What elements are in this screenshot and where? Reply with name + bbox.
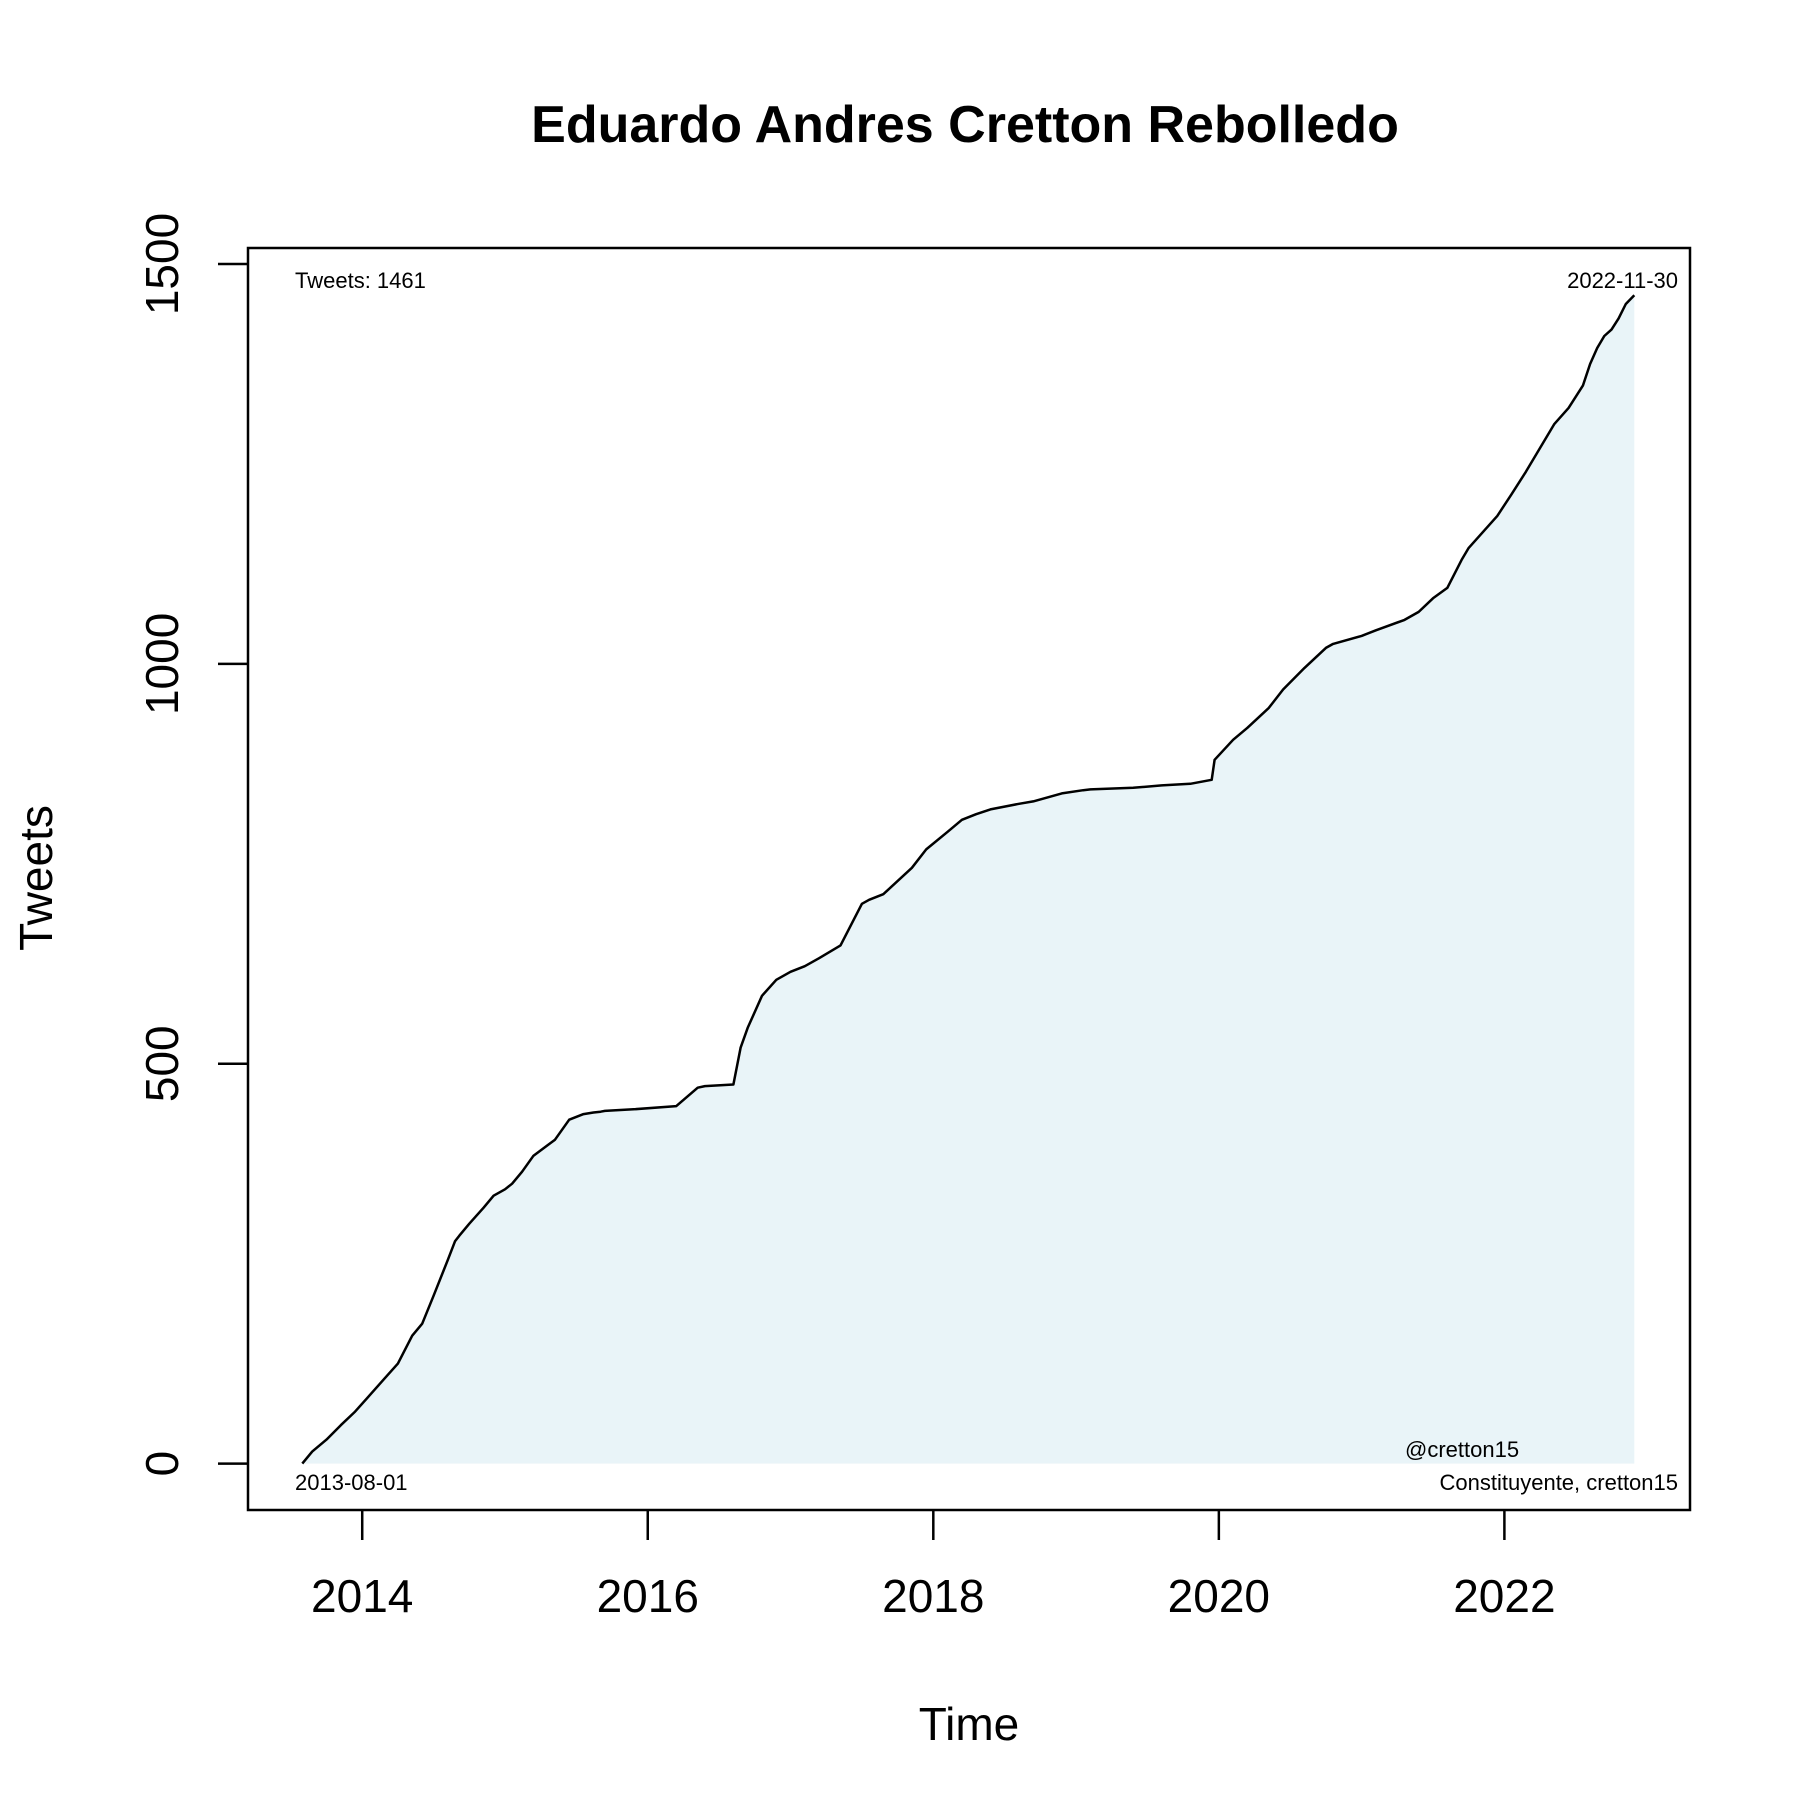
y-tick-label: 1000 (136, 613, 188, 715)
tweet-count-note: Tweets: 1461 (295, 268, 426, 293)
x-tick-label: 2016 (597, 1570, 699, 1622)
y-axis: 0 500 1000 1500 (136, 213, 248, 1477)
chart-title: Eduardo Andres Cretton Rebolledo (531, 96, 1399, 154)
x-tick-label: 2020 (1168, 1570, 1270, 1622)
start-date-note: 2013-08-01 (295, 1470, 408, 1495)
y-tick-label: 1500 (136, 213, 188, 315)
x-tick-label: 2022 (1453, 1570, 1555, 1622)
description-note: Constituyente, cretton15 (1440, 1470, 1678, 1495)
handle-note: @cretton15 (1405, 1437, 1519, 1462)
cumulative-tweets-line (301, 294, 1636, 1465)
y-tick-label: 500 (136, 1025, 188, 1102)
x-axis: 2014 2016 2018 2020 2022 (311, 1510, 1556, 1622)
y-axis-label: Tweets (10, 805, 62, 951)
x-tick-label: 2018 (882, 1570, 984, 1622)
end-date-note: 2022-11-30 (1567, 268, 1678, 293)
x-axis-label: Time (919, 1698, 1020, 1750)
x-tick-label: 2014 (311, 1570, 413, 1622)
y-tick-label: 0 (136, 1451, 188, 1477)
plot-frame (246, 246, 1692, 1512)
cumulative-area-fill (302, 295, 1635, 1464)
